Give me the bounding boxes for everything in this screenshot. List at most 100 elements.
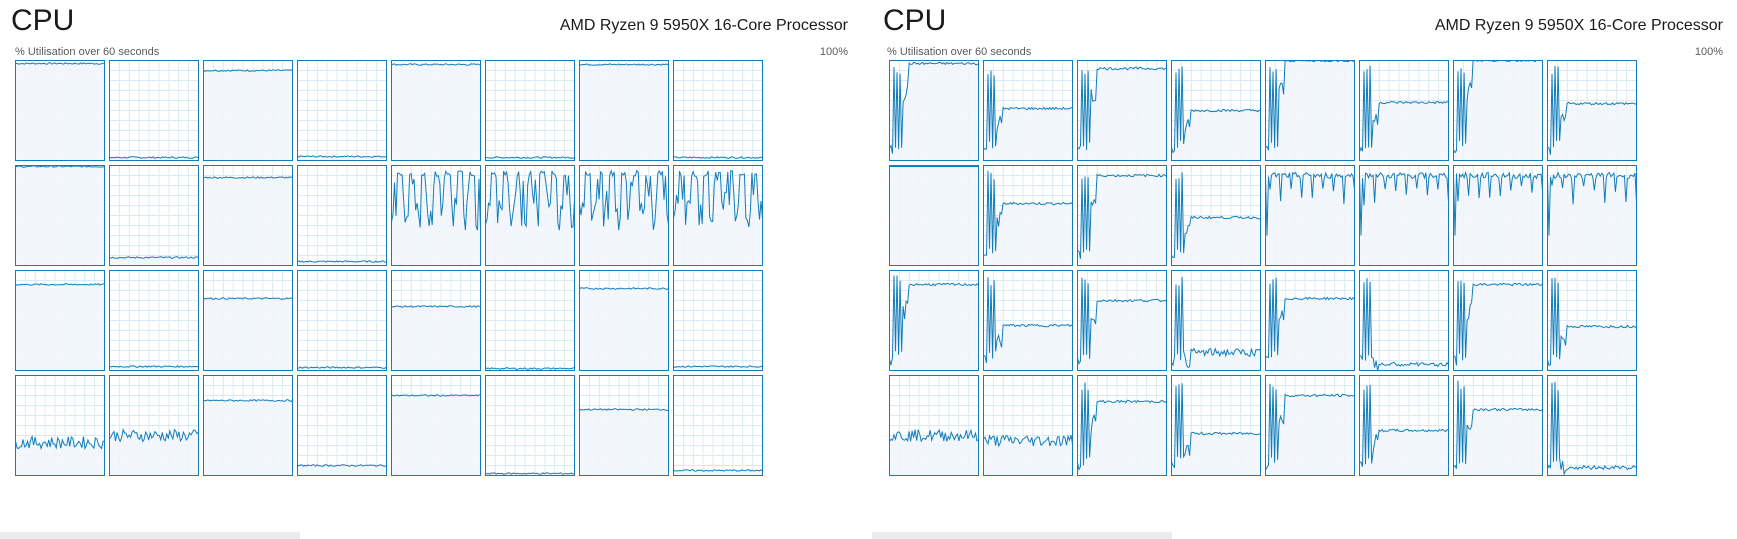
utilisation-line bbox=[109, 427, 199, 443]
utilisation-line bbox=[297, 155, 387, 158]
utilisation-line bbox=[203, 176, 293, 179]
utilisation-line bbox=[579, 169, 669, 231]
utilisation-line bbox=[1359, 172, 1449, 236]
core-graph-28 bbox=[391, 375, 481, 476]
core-graph-16 bbox=[889, 270, 979, 371]
core-graph-7 bbox=[673, 60, 763, 161]
utilisation-area bbox=[889, 166, 979, 266]
core-graph-22 bbox=[1453, 270, 1543, 371]
core-graph-6 bbox=[1453, 60, 1543, 161]
processor-name: AMD Ryzen 9 5950X 16-Core Processor bbox=[559, 17, 848, 34]
utilisation-line bbox=[673, 156, 763, 159]
utilisation-area bbox=[109, 256, 199, 266]
core-graph-19 bbox=[1171, 270, 1261, 371]
utilisation-line bbox=[15, 62, 105, 65]
utilisation-line bbox=[1359, 278, 1449, 371]
utilisation-label: % Utilisation over 60 seconds bbox=[887, 46, 1032, 58]
core-graph-grid bbox=[889, 60, 1637, 476]
utilisation-area bbox=[983, 70, 1073, 161]
utilisation-area bbox=[673, 170, 763, 266]
utilisation-line bbox=[1077, 382, 1167, 472]
max-percent-label: 100% bbox=[819, 46, 848, 58]
utilisation-area bbox=[203, 297, 293, 371]
core-graph-28 bbox=[1265, 375, 1355, 476]
utilisation-area bbox=[391, 394, 481, 476]
utilisation-area bbox=[391, 305, 481, 371]
core-graph-24 bbox=[15, 375, 105, 476]
core-graph-10 bbox=[203, 165, 293, 266]
utilisation-line bbox=[1547, 277, 1637, 367]
utilisation-line bbox=[983, 277, 1073, 364]
utilisation-area bbox=[1359, 278, 1449, 371]
utilisation-line bbox=[983, 434, 1073, 448]
core-graph-6 bbox=[579, 60, 669, 161]
utilisation-line bbox=[1453, 280, 1543, 366]
core-graph-5 bbox=[485, 60, 575, 161]
footer-strip bbox=[872, 532, 1172, 539]
processor-name: AMD Ryzen 9 5950X 16-Core Processor bbox=[1434, 17, 1723, 34]
utilisation-line bbox=[297, 464, 387, 467]
core-graph-23 bbox=[1547, 270, 1637, 371]
core-graph-14 bbox=[1453, 165, 1543, 266]
utilisation-line bbox=[1265, 171, 1355, 236]
core-graph-17 bbox=[109, 270, 199, 371]
utilisation-line bbox=[1171, 383, 1261, 469]
utilisation-line bbox=[1077, 66, 1167, 151]
core-graph-8 bbox=[889, 165, 979, 266]
utilisation-area bbox=[1547, 65, 1637, 161]
utilisation-area bbox=[1077, 382, 1167, 476]
max-percent-label: 100% bbox=[1694, 46, 1723, 58]
utilisation-line bbox=[1547, 381, 1637, 476]
utilisation-line bbox=[1359, 65, 1449, 153]
utilisation-area bbox=[1359, 172, 1449, 266]
cpu-panel-right: CPU AMD Ryzen 9 5950X 16-Core Processor … bbox=[872, 0, 1737, 539]
utilisation-line bbox=[1265, 383, 1355, 471]
utilisation-line bbox=[1547, 65, 1637, 155]
utilisation-area bbox=[15, 283, 105, 371]
core-graph-10 bbox=[1077, 165, 1167, 266]
cpu-panel-left: CPU AMD Ryzen 9 5950X 16-Core Processor … bbox=[0, 0, 862, 539]
utilisation-line bbox=[673, 365, 763, 368]
utilisation-area bbox=[203, 176, 293, 266]
core-graph-12 bbox=[391, 165, 481, 266]
utilisation-line bbox=[15, 434, 105, 451]
utilisation-line bbox=[297, 260, 387, 263]
utilisation-area bbox=[297, 366, 387, 371]
core-graph-4 bbox=[1265, 60, 1355, 161]
utilisation-area bbox=[579, 63, 669, 161]
core-graph-29 bbox=[1359, 375, 1449, 476]
utilisation-line bbox=[1171, 172, 1261, 258]
core-graph-8 bbox=[15, 165, 105, 266]
core-graph-27 bbox=[1171, 375, 1261, 476]
utilisation-area bbox=[1265, 172, 1355, 266]
utilisation-area bbox=[15, 62, 105, 161]
utilisation-line bbox=[1265, 277, 1355, 359]
utilisation-line bbox=[889, 61, 979, 154]
utilisation-line bbox=[1171, 276, 1261, 369]
utilisation-area bbox=[889, 429, 979, 476]
core-graph-7 bbox=[1547, 60, 1637, 161]
core-graph-15 bbox=[673, 165, 763, 266]
utilisation-area bbox=[1453, 280, 1543, 371]
utilisation-area bbox=[579, 408, 669, 476]
utilisation-area bbox=[1359, 65, 1449, 161]
core-graph-11 bbox=[1171, 165, 1261, 266]
utilisation-area bbox=[983, 170, 1073, 266]
utilisation-area bbox=[391, 170, 481, 266]
core-graph-3 bbox=[1171, 60, 1261, 161]
utilisation-area bbox=[297, 464, 387, 476]
utilisation-line bbox=[1077, 173, 1167, 259]
utilisation-area bbox=[1171, 172, 1261, 266]
core-graph-23 bbox=[673, 270, 763, 371]
core-graph-21 bbox=[1359, 270, 1449, 371]
utilisation-area bbox=[1359, 384, 1449, 476]
utilisation-area bbox=[297, 260, 387, 266]
utilisation-line bbox=[1547, 171, 1637, 236]
core-graph-11 bbox=[297, 165, 387, 266]
utilisation-area bbox=[109, 429, 199, 476]
utilisation-line bbox=[485, 472, 575, 475]
core-graph-13 bbox=[485, 165, 575, 266]
utilisation-area bbox=[1171, 383, 1261, 476]
utilisation-area bbox=[889, 62, 979, 161]
utilisation-area bbox=[889, 275, 979, 371]
